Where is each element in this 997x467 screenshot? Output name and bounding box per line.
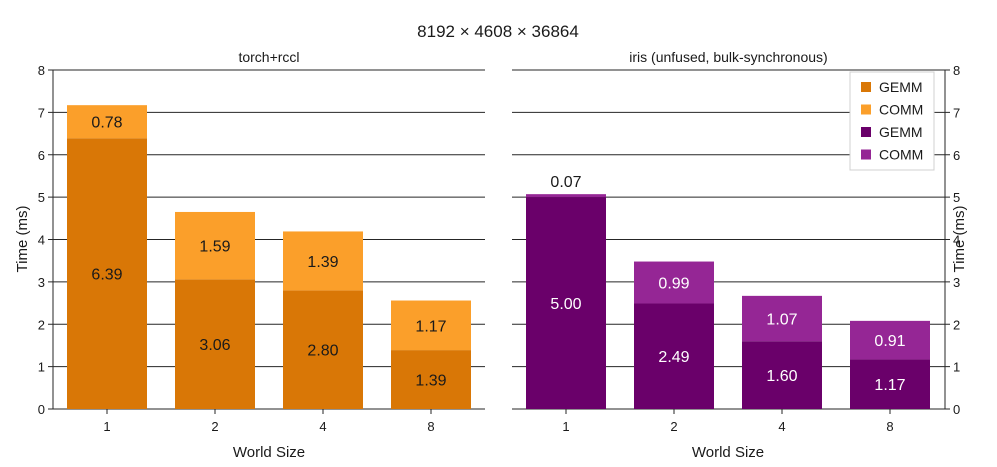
data-label-gemm-8: 1.17: [874, 377, 905, 394]
data-label-comm-8: 0.91: [874, 333, 905, 350]
legend-label-comm: COMM: [879, 102, 923, 118]
bar-comm-4: [742, 295, 822, 342]
data-label-gemm-2: 3.06: [199, 337, 230, 354]
bar-comm-4: [283, 231, 363, 291]
y-tick-label: 8: [38, 63, 45, 78]
data-label-comm-4: 1.07: [766, 312, 797, 329]
x-tick-label: 1: [562, 419, 569, 434]
y-tick-label: 7: [953, 105, 960, 120]
bar-gemm-2: [634, 303, 714, 409]
y-tick-label: 0: [38, 402, 45, 417]
y-axis-label-left: Time (ms): [14, 206, 31, 273]
legend-swatch-gemm: [861, 82, 871, 92]
y-tick-label: 3: [38, 275, 45, 290]
data-label-gemm-1: 5.00: [550, 296, 581, 313]
y-tick-label: 7: [38, 105, 45, 120]
panel-title: torch+rccl: [238, 49, 299, 65]
bar-comm-8: [850, 320, 930, 360]
data-label-comm-1: 0.78: [91, 115, 122, 132]
x-tick-label: 2: [211, 419, 218, 434]
panel-torch: 0 1 2 3 4 5 6 7 8 torch+rccl 6.39 0.78 1 3.06 1.59 2 2.8…: [38, 49, 485, 434]
legend-swatch-gemm: [861, 127, 871, 137]
x-tick-label: 8: [886, 419, 893, 434]
bar-gemm-2: [175, 279, 255, 409]
data-label-comm-2: 1.59: [199, 239, 230, 256]
data-label-comm-4: 1.39: [307, 254, 338, 271]
legend-label-comm: COMM: [879, 147, 923, 163]
panel-title: iris (unfused, bulk-synchronous): [629, 49, 827, 65]
legend: GEMM COMM GEMM COMM: [849, 71, 935, 171]
legend-label-gemm: GEMM: [879, 124, 923, 140]
y-tick-label: 2: [953, 317, 960, 332]
bar-gemm-1: [67, 138, 147, 409]
bar-gemm-4: [742, 341, 822, 409]
x-tick-label: 4: [319, 419, 326, 434]
y-tick-label: 4: [953, 233, 960, 248]
panel-iris: 0 1 2 3 4 5 6 7 8 iris (unfused, bulk-synchronous…: [512, 49, 960, 434]
data-label-comm-1: 0.07: [550, 174, 581, 191]
y-tick-label: 1: [38, 360, 45, 375]
legend-swatch-comm: [861, 104, 871, 115]
bar-gemm-4: [283, 290, 363, 409]
x-axis-label-left: World Size: [233, 444, 305, 461]
bar-gemm-8: [850, 359, 930, 409]
bar-comm-8: [391, 300, 471, 351]
data-label-gemm-1: 6.39: [91, 267, 122, 284]
data-label-gemm-4: 2.80: [307, 343, 338, 360]
y-tick-label: 1: [953, 360, 960, 375]
bar-comm-2: [175, 211, 255, 280]
x-tick-label: 2: [670, 419, 677, 434]
x-tick-label: 4: [778, 419, 785, 434]
chart-title: 8192 × 4608 × 36864: [417, 22, 579, 41]
y-tick-label: 5: [953, 190, 960, 205]
y-tick-label: 5: [38, 190, 45, 205]
bar-comm-1: [526, 194, 606, 198]
x-axis-label-right: World Size: [692, 444, 764, 461]
bar-comm-2: [634, 261, 714, 304]
x-tick-label: 1: [103, 419, 110, 434]
y-tick-label: 0: [953, 402, 960, 417]
data-label-comm-2: 0.99: [658, 276, 689, 293]
data-label-gemm-4: 1.60: [766, 368, 797, 385]
y-tick-label: 4: [38, 233, 45, 248]
data-label-comm-8: 1.17: [415, 318, 446, 335]
panels-layer: 0 1 2 3 4 5 6 7 8 torch+rccl 6.39 0.78 1 3.06 1.59 2 2.8…: [38, 49, 960, 434]
y-axis-label-right: Time (ms): [951, 206, 968, 273]
bar-comm-1: [67, 105, 147, 139]
bar-gemm-1: [526, 197, 606, 409]
legend-label-gemm: GEMM: [879, 79, 923, 95]
y-tick-label: 6: [953, 148, 960, 163]
data-label-gemm-2: 2.49: [658, 349, 689, 366]
x-tick-label: 8: [427, 419, 434, 434]
y-tick-label: 6: [38, 148, 45, 163]
y-tick-label: 3: [953, 275, 960, 290]
legend-swatch-comm: [861, 149, 871, 160]
data-label-gemm-8: 1.39: [415, 373, 446, 390]
y-tick-label: 8: [953, 63, 960, 78]
y-tick-label: 2: [38, 317, 45, 332]
bar-gemm-8: [391, 350, 471, 409]
